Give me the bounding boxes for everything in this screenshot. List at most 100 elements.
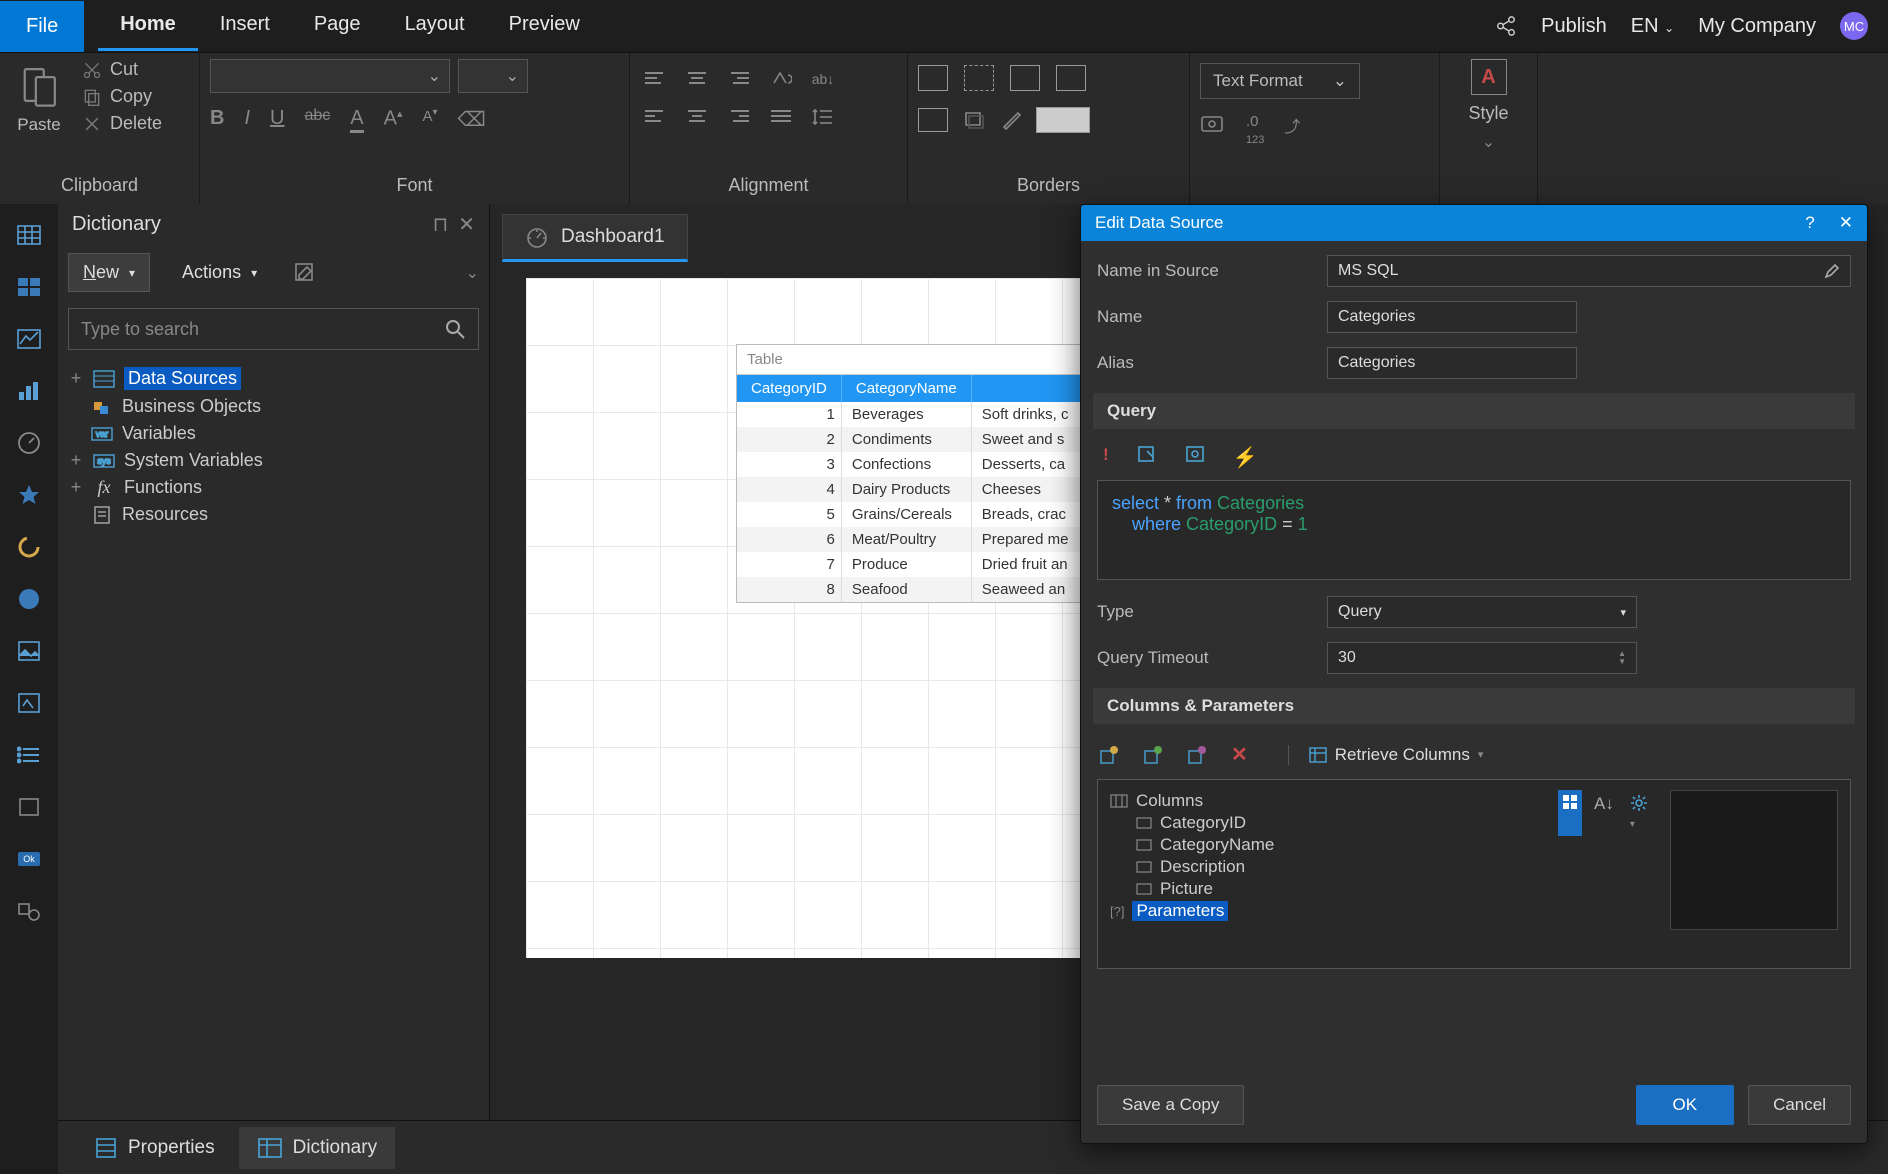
tree-resources[interactable]: Resources xyxy=(62,501,485,528)
tree-data-sources[interactable]: +Data Sources xyxy=(62,364,485,393)
retrieve-columns-button[interactable]: Retrieve Columns▾ xyxy=(1288,745,1484,765)
gear-icon[interactable]: ▾ xyxy=(1626,790,1652,836)
tool-table-icon[interactable] xyxy=(14,220,44,250)
dialog-close-icon[interactable]: ✕ xyxy=(1839,213,1853,233)
dialog-titlebar[interactable]: Edit Data Source ? ✕ xyxy=(1081,205,1867,241)
tree-business-objects[interactable]: Business Objects xyxy=(62,393,485,420)
cut-button[interactable]: Cut xyxy=(82,59,162,80)
italic-button[interactable]: I xyxy=(244,107,250,133)
add-column-icon[interactable] xyxy=(1099,745,1119,765)
edit-icon[interactable] xyxy=(293,261,317,285)
font-size-combo[interactable]: ⌄ xyxy=(458,59,528,93)
tool-globe-icon[interactable] xyxy=(14,584,44,614)
query-run-icon[interactable]: ⚡ xyxy=(1233,445,1258,470)
company-label[interactable]: My Company xyxy=(1698,15,1816,38)
expand-icon[interactable]: ⌄ xyxy=(466,263,479,283)
new-button[interactable]: New▾ xyxy=(68,253,150,292)
increase-font-button[interactable]: A▴ xyxy=(384,107,403,133)
sort-icon[interactable]: A↓ xyxy=(1590,790,1618,836)
align-center[interactable] xyxy=(682,103,712,131)
indent[interactable] xyxy=(850,103,880,131)
column-picture[interactable]: Picture xyxy=(1110,878,1558,900)
text-format-combo[interactable]: Text Format⌄ xyxy=(1200,63,1360,99)
shadow-button[interactable] xyxy=(962,109,986,131)
tool-button-icon[interactable]: Ok xyxy=(14,844,44,874)
clear-format-button[interactable]: ⌫ xyxy=(458,107,486,133)
tool-progress-icon[interactable] xyxy=(14,532,44,562)
tree-system-variables[interactable]: +sysSystem Variables xyxy=(62,447,485,474)
strike-button[interactable]: abc xyxy=(304,107,330,133)
rotate-text[interactable] xyxy=(766,65,796,93)
query-view-icon[interactable] xyxy=(1185,445,1205,463)
menu-tab-page[interactable]: Page xyxy=(292,1,383,51)
tool-list-icon[interactable] xyxy=(14,740,44,770)
avatar[interactable]: MC xyxy=(1840,12,1868,40)
color-swatch[interactable] xyxy=(1036,107,1090,133)
menu-tab-layout[interactable]: Layout xyxy=(383,1,487,51)
parameters-node[interactable]: [?]Parameters xyxy=(1110,900,1558,922)
dialog-help-icon[interactable]: ? xyxy=(1805,213,1814,233)
add-calc-column-icon[interactable] xyxy=(1143,745,1163,765)
menu-tab-home[interactable]: Home xyxy=(98,1,198,51)
columns-tree[interactable]: Columns CategoryID CategoryName Descript… xyxy=(1110,790,1558,958)
ok-button[interactable]: OK xyxy=(1636,1085,1735,1125)
pin-icon[interactable]: ⊓ xyxy=(433,212,449,237)
tool-image-icon[interactable] xyxy=(14,636,44,666)
tool-indicator-icon[interactable] xyxy=(14,324,44,354)
underline-button[interactable]: U xyxy=(270,107,284,133)
close-panel-icon[interactable]: ✕ xyxy=(458,212,475,237)
align-top-right[interactable] xyxy=(724,65,754,93)
actions-button[interactable]: Actions▾ xyxy=(160,254,279,291)
number-format-button[interactable]: .0123 xyxy=(1246,113,1264,147)
tool-panel-icon[interactable] xyxy=(14,792,44,822)
text-direction[interactable]: ab↓ xyxy=(808,65,838,93)
align-top-center[interactable] xyxy=(682,65,712,93)
table-header-desc[interactable] xyxy=(971,375,1081,402)
tree-variables[interactable]: varVariables xyxy=(62,420,485,447)
style-button[interactable]: A xyxy=(1471,59,1507,95)
column-categoryid[interactable]: CategoryID xyxy=(1110,812,1558,834)
bottom-tab-properties[interactable]: Properties xyxy=(76,1126,233,1170)
tool-gauge-icon[interactable] xyxy=(14,428,44,458)
font-color-button[interactable]: A xyxy=(350,107,363,133)
publish-button[interactable]: Publish xyxy=(1541,15,1607,38)
column-description[interactable]: Description xyxy=(1110,856,1558,878)
search-input[interactable]: Type to search xyxy=(68,308,479,350)
menu-tab-insert[interactable]: Insert xyxy=(198,1,292,51)
column-categoryname[interactable]: CategoryName xyxy=(1110,834,1558,856)
border-none[interactable] xyxy=(964,65,994,91)
align-justify[interactable] xyxy=(766,103,796,131)
fill-color-button[interactable] xyxy=(918,108,948,132)
align-left[interactable] xyxy=(640,103,670,131)
name-in-source-input[interactable]: MS SQL xyxy=(1327,255,1851,287)
document-tab[interactable]: Dashboard1 xyxy=(502,214,688,262)
sql-editor[interactable]: select * from Categories where CategoryI… xyxy=(1097,480,1851,580)
table-header-name[interactable]: CategoryName xyxy=(841,375,971,402)
tool-cards-icon[interactable] xyxy=(14,272,44,302)
save-copy-button[interactable]: Save a Copy xyxy=(1097,1085,1244,1125)
query-edit-icon[interactable] xyxy=(1137,445,1157,463)
align-right[interactable] xyxy=(724,103,754,131)
border-outside[interactable] xyxy=(1010,65,1040,91)
brush-button[interactable] xyxy=(1000,109,1022,131)
tool-chart-icon[interactable] xyxy=(14,376,44,406)
border-all[interactable] xyxy=(918,65,948,91)
table-row[interactable]: 8SeafoodSeaweed an xyxy=(737,577,1081,602)
wrap-text[interactable] xyxy=(850,65,880,93)
view-grid-icon[interactable] xyxy=(1558,790,1582,836)
currency-button[interactable] xyxy=(1200,113,1226,147)
language-selector[interactable]: EN ⌄ xyxy=(1631,15,1674,38)
table-row[interactable]: 7ProduceDried fruit an xyxy=(737,552,1081,577)
paste-button[interactable]: Paste xyxy=(10,59,68,135)
name-input[interactable]: Categories xyxy=(1327,301,1577,333)
table-component[interactable]: Table CategoryID CategoryName 1Beverages… xyxy=(736,344,1083,603)
table-header-id[interactable]: CategoryID xyxy=(737,375,841,402)
cancel-button[interactable]: Cancel xyxy=(1748,1085,1851,1125)
query-warn-icon[interactable]: ! xyxy=(1103,445,1109,470)
table-row[interactable]: 1BeveragesSoft drinks, c xyxy=(737,402,1081,427)
bold-button[interactable]: B xyxy=(210,107,224,133)
tree-functions[interactable]: +fxFunctions xyxy=(62,474,485,501)
bottom-tab-dictionary[interactable]: Dictionary xyxy=(239,1127,395,1169)
type-select[interactable]: Query▾ xyxy=(1327,596,1637,628)
font-family-combo[interactable]: ⌄ xyxy=(210,59,450,93)
